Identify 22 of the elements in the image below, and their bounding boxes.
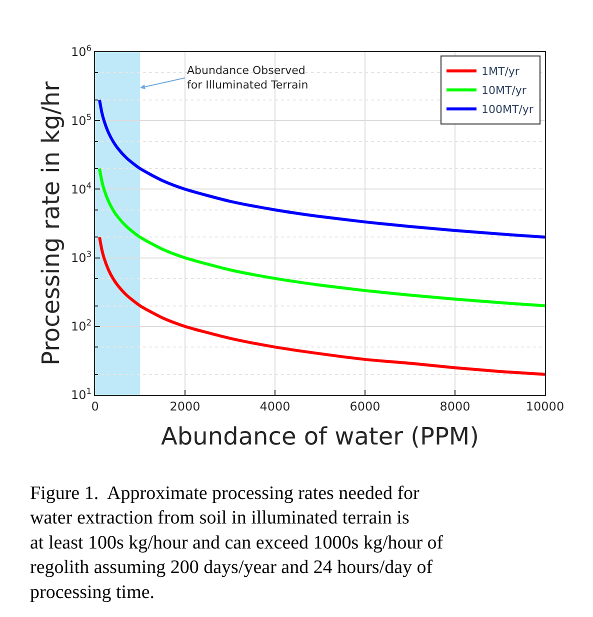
- caption: Figure 1. Approximate processing rates needed for water extraction from soil in illuminated terrain is at least 100s kg/hour and can exceed 1000s kg/hour of regolith assuming 200 days/year and 24 hours/day of processing time.: [30, 483, 444, 603]
- y-tick-label: 10$^{5}$: [70, 112, 92, 128]
- legend-label: 10MT/yr: [482, 84, 527, 98]
- y-tick-label: 10$^{1}$: [70, 386, 92, 402]
- annotation: Abundance Observed for Illuminated Terrain: [187, 64, 308, 92]
- y-tick-label: 10$^{2}$: [70, 318, 92, 334]
- x-tick-label: 4000: [260, 399, 290, 414]
- x-tick-label: 8000: [440, 399, 470, 414]
- line-series: [98, 98, 545, 239]
- x-tick-label: 6000: [350, 399, 380, 414]
- x-tick-label: 10000: [526, 399, 564, 414]
- x-tick-label: 2000: [170, 399, 200, 414]
- line-series: [98, 167, 545, 308]
- legend-label: 100MT/yr: [482, 103, 534, 116]
- y-axis-title: Processing rate in kg/hr: [37, 81, 66, 366]
- y-tick-label: 10$^{4}$: [70, 180, 92, 196]
- x-tick-label: 0: [91, 399, 99, 414]
- legend-label: 1MT/yr: [482, 65, 520, 78]
- y-tick-label: 10$^{3}$: [70, 248, 92, 265]
- x-axis-title: Abundance of water (PPM): [161, 422, 479, 451]
- y-tick-label: 10$^{6}$: [70, 43, 92, 60]
- line-series: [98, 236, 545, 376]
